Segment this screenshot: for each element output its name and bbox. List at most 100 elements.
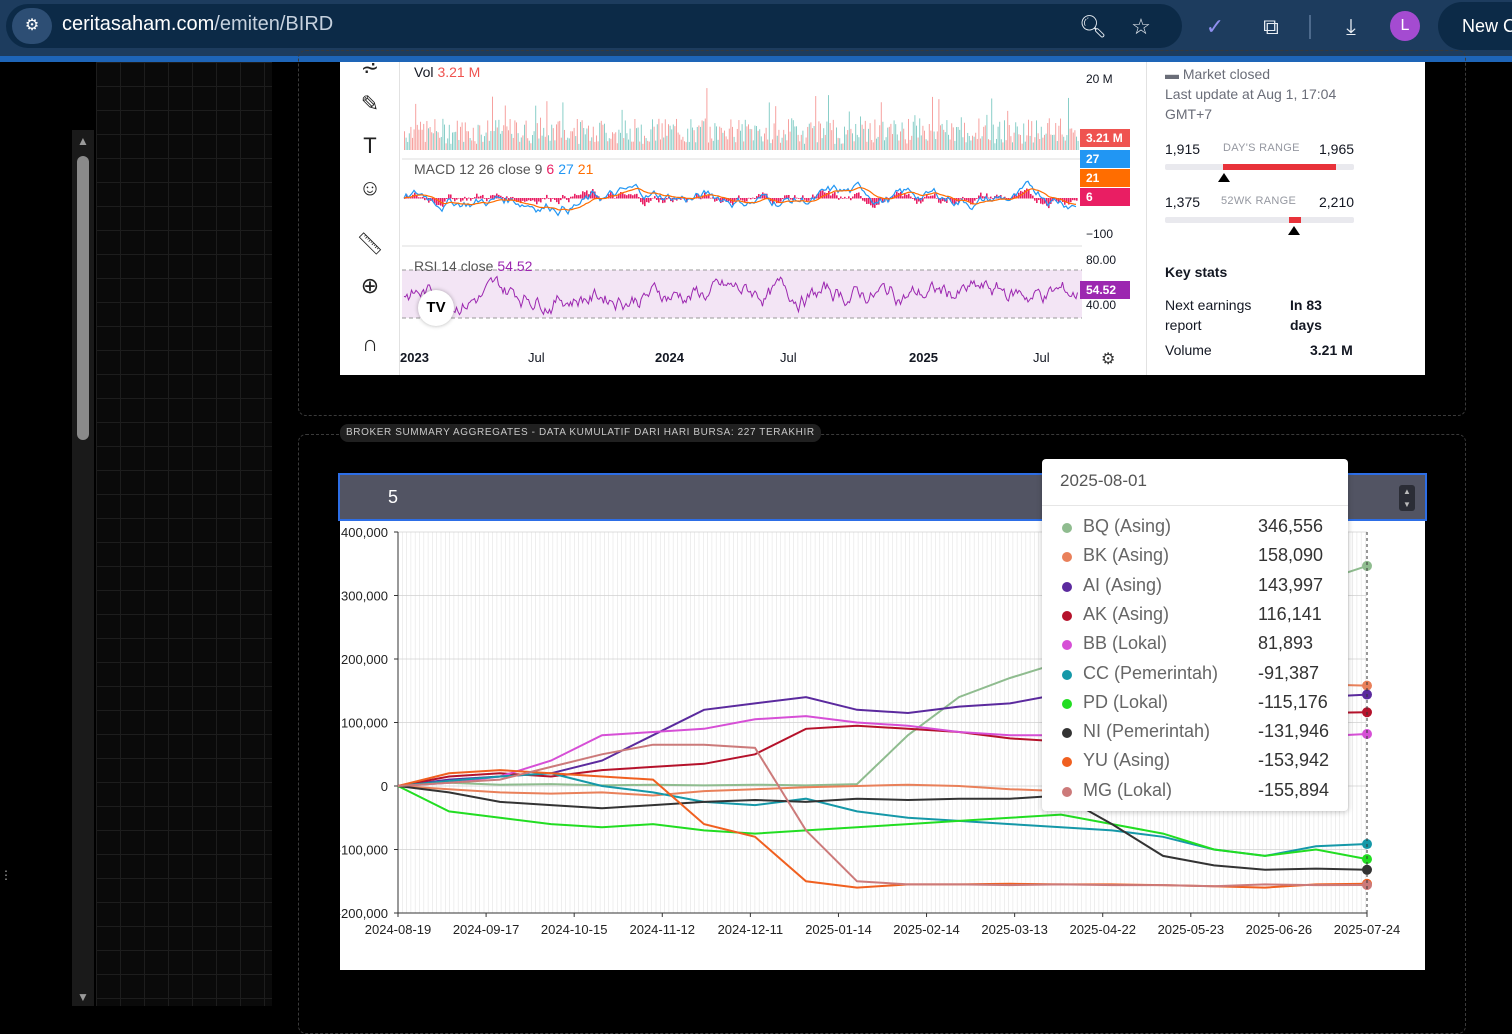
volume-bar: [714, 123, 716, 150]
x-tick-label: 2024-10-15: [541, 922, 608, 937]
volume-bar: [631, 141, 633, 150]
price-indicators-chart[interactable]: [402, 62, 1082, 375]
volume-bar: [847, 130, 849, 150]
macd-histogram-bar: [620, 192, 622, 199]
macd-histogram-bar: [478, 196, 480, 199]
macd-histogram-bar: [506, 196, 508, 199]
volume-bar: [1012, 142, 1013, 150]
volume-bar: [1021, 143, 1023, 150]
volume-bar: [618, 129, 620, 150]
volume-bar: [604, 123, 605, 150]
site-settings-icon[interactable]: ⚙: [12, 8, 52, 44]
volume-bar: [466, 131, 468, 150]
volume-bar: [712, 140, 714, 150]
number-spinner[interactable]: ▲ ▼: [1399, 485, 1415, 511]
volume-bar: [850, 128, 852, 150]
volume-bar: [695, 142, 697, 150]
volume-bar: [744, 119, 746, 150]
macd-histogram-bar: [960, 198, 962, 199]
text-tool-icon[interactable]: T: [363, 133, 377, 158]
rsi-value: 54.52: [497, 258, 533, 274]
macd-histogram-bar: [576, 195, 578, 199]
profile-avatar[interactable]: L: [1390, 11, 1420, 41]
scroll-up-icon[interactable]: ▲: [77, 134, 89, 148]
volume-bar: [1053, 134, 1055, 150]
tooltip-series-name: AI (Asing): [1083, 574, 1163, 595]
macd-histogram-bar: [928, 196, 930, 199]
macd-histogram-bar: [1018, 192, 1020, 199]
volume-bar: [519, 141, 521, 150]
chart-section-frame: [298, 50, 1466, 416]
macd-histogram-bar: [418, 197, 420, 199]
macd-histogram-bar: [548, 198, 550, 199]
volume-bar: [989, 140, 991, 150]
download-icon[interactable]: ⤓: [1346, 14, 1356, 39]
zoom-icon[interactable]: 🔍︎: [1079, 14, 1107, 39]
volume-bar: [530, 143, 532, 150]
vol-value: 3.21 M: [437, 64, 481, 80]
tradingview-logo[interactable]: TV: [418, 290, 454, 326]
macd-histogram-bar: [762, 192, 764, 199]
macd-histogram-bar: [790, 198, 792, 200]
last-update: Last update at Aug 1, 17:04: [1165, 86, 1337, 102]
series-color-dot: [1062, 610, 1072, 621]
macd-histogram-bar: [776, 198, 778, 204]
volume-bar: [804, 143, 805, 150]
scrollbar-thumb[interactable]: [77, 156, 89, 440]
macd-histogram-bar: [1028, 189, 1030, 199]
lines-tool-icon[interactable]: ⩫: [360, 62, 380, 80]
time-tick: 2024: [655, 350, 684, 365]
macd-histogram-bar: [724, 198, 726, 201]
volume-bar: [536, 123, 538, 150]
drawing-toolbar: ⩫ ✎ T ☺ 📏︎ ⊕ ∩: [340, 62, 400, 375]
brush-tool-icon[interactable]: ✎: [360, 91, 380, 116]
volume-bar: [944, 132, 946, 150]
time-tick: Jul: [1033, 350, 1050, 365]
chart-settings-icon[interactable]: ⚙: [1101, 351, 1116, 368]
tradingview-widget[interactable]: ⩫ ✎ T ☺ 📏︎ ⊕ ∩ Vol 3.21 M MACD 12 26 clos…: [340, 62, 1425, 375]
emoji-tool-icon[interactable]: ☺: [358, 175, 382, 200]
macd-histogram-bar: [754, 198, 756, 200]
extensions-puzzle-icon[interactable]: ⧉: [1263, 14, 1279, 39]
macd-histogram-bar: [416, 195, 418, 199]
magnet-tool-icon[interactable]: ∩: [362, 331, 378, 356]
chart-tooltip: 2025-08-01 BQ (Asing) 346,556 BK (Asing) 15…: [1042, 459, 1348, 811]
macd-histogram-bar: [792, 198, 794, 200]
volume-bar: [1007, 110, 1009, 150]
page-scrollbar[interactable]: ▲ ▼: [72, 130, 94, 1006]
macd-histogram-bar: [552, 198, 554, 199]
new-chat-button[interactable]: New C: [1438, 2, 1512, 50]
extension-check-icon[interactable]: ✓: [1205, 14, 1225, 39]
volume-bar: [732, 126, 733, 150]
volume-bar: [1076, 136, 1077, 150]
volume-bar: [525, 120, 527, 150]
volume-bar: [901, 122, 903, 150]
macd-histogram-bar: [942, 198, 944, 202]
macd-histogram-bar: [826, 193, 828, 199]
tooltip-series-value: 346,556: [1258, 516, 1324, 536]
rsi-axis-bottom-tick: 40.00: [1086, 298, 1117, 312]
address-bar[interactable]: [6, 4, 1182, 48]
macd-histogram-bar: [860, 196, 862, 199]
stock-info-panel: ▬ Market closed Last update at Aug 1, 17…: [1146, 62, 1425, 375]
volume-bar: [1055, 123, 1057, 150]
url-text[interactable]: ceritasaham.com/emiten/BIRD: [62, 13, 333, 36]
zoom-in-tool-icon[interactable]: ⊕: [360, 273, 380, 298]
macd-histogram-bar: [550, 198, 552, 202]
volume-bar: [636, 128, 637, 150]
volume-bar: [933, 131, 935, 150]
volume-bar: [610, 138, 612, 150]
volume-bar: [935, 139, 937, 150]
volume-bar: [919, 118, 921, 150]
macd-histogram-bar: [1032, 195, 1034, 199]
macd-histogram-bar: [918, 198, 920, 202]
volume-bar: [730, 119, 732, 150]
volume-bar: [632, 141, 634, 150]
scroll-down-icon[interactable]: ▼: [77, 990, 89, 1004]
bookmark-star-icon[interactable]: ☆: [1131, 14, 1151, 39]
ruler-tool-icon[interactable]: 📏︎: [356, 231, 384, 256]
volume-bar: [970, 140, 972, 150]
volume-bar: [896, 134, 898, 150]
volume-bar: [1052, 134, 1053, 150]
tooltip-date: 2025-08-01: [1060, 471, 1147, 490]
